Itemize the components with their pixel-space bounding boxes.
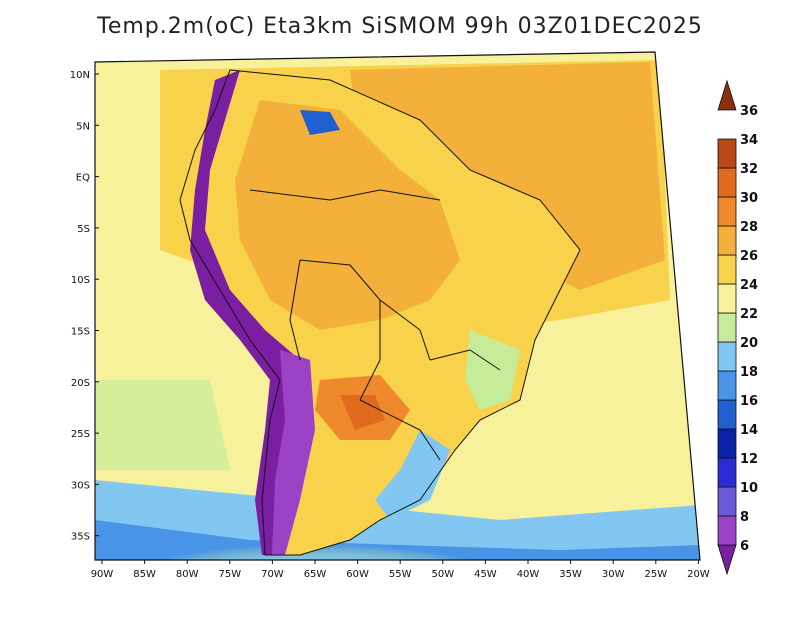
lat-tick-label: 30S [71, 480, 90, 491]
lat-tick-label: 15S [71, 327, 90, 338]
colorbar-label: 18 [740, 365, 758, 380]
colorbar-label: 14 [740, 423, 758, 438]
colorbar-swatch [718, 342, 736, 371]
lat-tick-label: 10N [70, 70, 90, 81]
colorbar-label: 16 [740, 394, 758, 409]
colorbar-label: 32 [740, 162, 758, 177]
lon-tick-label: 40W [517, 569, 540, 580]
colorbar-label: 24 [740, 278, 758, 293]
colorbar-swatch [718, 429, 736, 458]
colorbar-swatch [718, 226, 736, 255]
lat-tick-label: 10S [71, 275, 90, 286]
lon-tick-label: 60W [346, 569, 369, 580]
lat-tick-label: 20S [71, 378, 90, 389]
colorbar-swatch [718, 313, 736, 342]
colorbar-label: 34 [740, 133, 758, 148]
lon-tick-label: 70W [261, 569, 284, 580]
lon-tick-label: 45W [474, 569, 497, 580]
colorbar-swatch [718, 371, 736, 400]
lon-tick-label: 90W [91, 569, 114, 580]
colorbar-swatch [718, 516, 736, 545]
colorbar-swatch [718, 284, 736, 313]
colorbar-label: 12 [740, 452, 758, 467]
colorbar-bottom-arrow [718, 545, 736, 574]
colorbar-label: 10 [740, 481, 758, 496]
colorbar-swatch [718, 139, 736, 168]
colorbar-label: 26 [740, 249, 758, 264]
colorbar-label: 8 [740, 510, 749, 525]
lon-tick-label: 65W [304, 569, 327, 580]
colorbar-label: 30 [740, 191, 758, 206]
lon-tick-label: 85W [133, 569, 156, 580]
colorbar-label: 36 [740, 104, 758, 119]
lat-tick-label: 5S [77, 224, 90, 235]
lon-tick-label: 25W [644, 569, 667, 580]
lat-tick-label: 25S [71, 429, 90, 440]
lat-tick-label: EQ [76, 173, 90, 184]
colorbar-label: 6 [740, 539, 749, 554]
colorbar-swatch [718, 255, 736, 284]
lon-tick-label: 30W [602, 569, 625, 580]
colorbar-swatch [718, 400, 736, 429]
lon-tick-label: 35W [559, 569, 582, 580]
colorbar-swatch [718, 168, 736, 197]
lon-tick-label: 55W [389, 569, 412, 580]
lat-tick-label: 35S [71, 532, 90, 543]
colorbar-top-arrow [718, 81, 736, 110]
lat-tick-label: 5N [76, 121, 90, 132]
colorbar-swatch [718, 458, 736, 487]
colorbar-swatch [718, 197, 736, 226]
colorbar-label: 28 [740, 220, 758, 235]
colorbar-label: 22 [740, 307, 758, 322]
colorbar-swatch [718, 487, 736, 516]
lon-tick-label: 20W [687, 569, 710, 580]
lon-tick-label: 75W [218, 569, 241, 580]
lon-tick-label: 80W [176, 569, 199, 580]
temperature-field [95, 52, 705, 600]
lon-tick-label: 50W [431, 569, 454, 580]
colorbar-label: 20 [740, 336, 758, 351]
